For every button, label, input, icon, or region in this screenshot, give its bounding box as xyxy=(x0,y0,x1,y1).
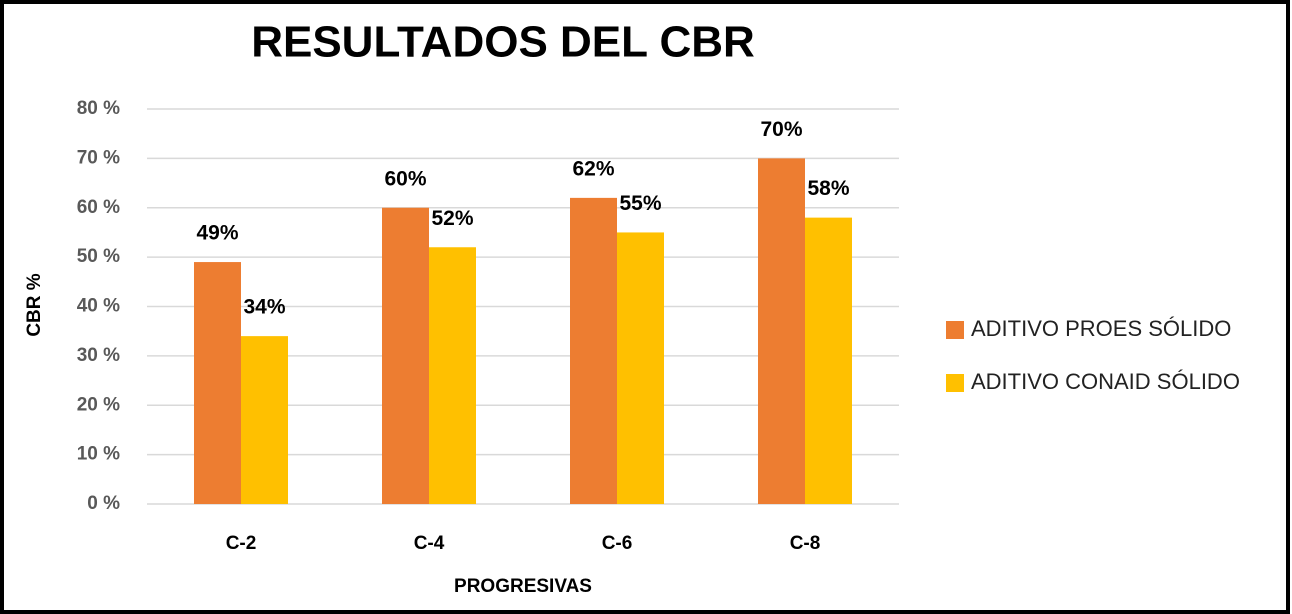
legend-label: ADITIVO PROES SÓLIDO xyxy=(971,316,1231,341)
bar xyxy=(241,336,288,504)
y-tick-label: 20 % xyxy=(77,394,120,415)
x-tick-label: C-4 xyxy=(414,533,445,554)
legend-swatch xyxy=(946,321,964,339)
y-tick-label: 30 % xyxy=(77,345,120,366)
data-label: 55% xyxy=(619,192,661,215)
bar xyxy=(570,197,617,504)
data-label: 34% xyxy=(243,296,285,319)
bar xyxy=(617,232,664,504)
y-tick-label: 80 % xyxy=(77,98,120,119)
data-label: 58% xyxy=(807,177,849,200)
data-label: 60% xyxy=(384,167,426,190)
data-label: 62% xyxy=(572,157,614,180)
data-label: 49% xyxy=(196,222,238,245)
bar xyxy=(194,262,241,504)
y-axis-label: CBR % xyxy=(24,273,45,336)
bar xyxy=(429,247,476,504)
data-label: 70% xyxy=(760,118,802,141)
bar xyxy=(758,158,805,504)
y-tick-label: 60 % xyxy=(77,197,120,218)
bar xyxy=(382,207,429,504)
bar xyxy=(805,217,852,504)
legend-swatch xyxy=(946,374,964,392)
legend-label: ADITIVO CONAID SÓLIDO xyxy=(971,369,1240,394)
y-tick-label: 70 % xyxy=(77,147,120,168)
x-tick-label: C-8 xyxy=(790,533,821,554)
chart-title: RESULTADOS DEL CBR xyxy=(251,18,755,67)
x-tick-label: C-2 xyxy=(226,533,257,554)
y-tick-label: 10 % xyxy=(77,444,120,465)
y-tick-label: 40 % xyxy=(77,296,120,317)
y-tick-label: 50 % xyxy=(77,246,120,267)
y-tick-label: 0 % xyxy=(87,493,120,514)
data-label: 52% xyxy=(431,207,473,230)
x-tick-label: C-6 xyxy=(602,533,633,554)
x-axis-label: PROGRESIVAS xyxy=(454,576,592,597)
